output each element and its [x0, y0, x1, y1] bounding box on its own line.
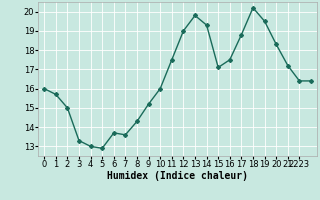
- X-axis label: Humidex (Indice chaleur): Humidex (Indice chaleur): [107, 171, 248, 181]
